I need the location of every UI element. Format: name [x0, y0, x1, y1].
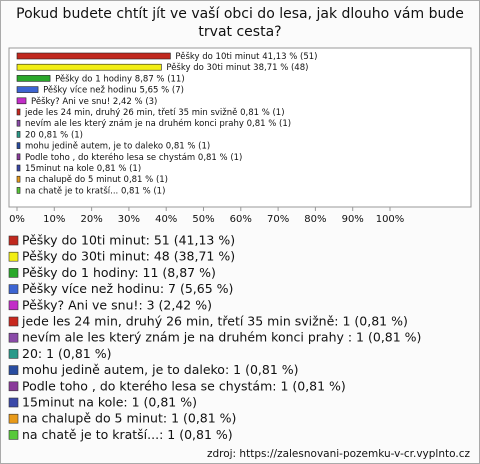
- bar: [16, 142, 21, 149]
- legend-swatch: [8, 381, 19, 392]
- legend-label: Pěšky do 30ti minut: 48 (38,71 %): [22, 249, 235, 264]
- bar-category: Pěšky více než hodinu: [43, 84, 137, 95]
- legend-swatch: [8, 316, 19, 327]
- source: zdroj: https://zalesnovani-pozemku-v-cr.…: [207, 448, 471, 460]
- bar: [16, 97, 27, 105]
- bar: [16, 187, 21, 194]
- x-tick-label: 0%: [9, 214, 25, 225]
- legend-swatch: [8, 349, 19, 359]
- legend-swatch: [8, 251, 19, 262]
- legend-label: Podle toho , do kterého lesa se chystám:…: [22, 378, 346, 393]
- legend-label: Pěšky více než hodinu: 7 (5,65 %): [22, 281, 233, 296]
- bar-label: Podle toho , do kterého lesa se chystám …: [25, 151, 242, 162]
- bar: [16, 63, 162, 71]
- bar-category: Pěšky do 1 hodiny: [55, 73, 132, 84]
- bar-category: Podle toho , do kterého lesa se chystám: [25, 151, 195, 162]
- value-label: 0,81 % (1): [247, 119, 291, 129]
- x-tick-label: 60%: [230, 214, 252, 225]
- bar-category: Pěšky do 10ti minut: [175, 51, 260, 62]
- bar: [16, 108, 21, 116]
- x-tick-label: 80%: [304, 214, 326, 225]
- legend-label: Pěšky? Ani ve snu!: 3 (2,42 %): [22, 297, 212, 312]
- x-tick-label: 20%: [80, 214, 102, 225]
- chart-title: Pokud budete chtít jít ve vaší obci do l…: [16, 6, 464, 40]
- x-tick-label: 100%: [376, 214, 405, 225]
- legend-swatch: [8, 413, 19, 424]
- legend-label: 20: 1 (0,81 %): [22, 346, 111, 361]
- bar-category: 20: [25, 130, 36, 140]
- bar-category: na chalupě do 5 minut: [25, 175, 121, 185]
- bar-category: jede les 24 min, druhý 26 min, třetí 35 …: [24, 108, 237, 118]
- legend-swatch: [8, 397, 19, 408]
- value-label: 0,81 % (1): [240, 108, 284, 118]
- bar-label: 20 0,81 % (1): [25, 130, 83, 140]
- bar-category: mohu jedině autem, je to daleko: [25, 141, 163, 151]
- bar: [16, 164, 21, 172]
- legend-swatch: [8, 332, 19, 343]
- x-tick-label: 90%: [342, 214, 364, 225]
- bar: [16, 175, 21, 183]
- legend-swatch: [8, 235, 19, 246]
- bar-label: Pěšky do 30ti minut 38,71 % (48): [166, 62, 308, 73]
- legend-swatch: [8, 365, 19, 375]
- bar-category: 15minut na kole: [25, 164, 94, 174]
- x-tick-label: 30%: [118, 214, 140, 225]
- legend-swatch: [8, 430, 19, 440]
- bar-category: nevím ale les který znám je na druhém ko…: [25, 118, 244, 129]
- bar-label: Pěšky? Ani ve snu! 2,42 % (3): [31, 95, 157, 106]
- legend-swatch: [8, 284, 19, 294]
- value-label: 0,81 % (1): [124, 175, 168, 185]
- value-label: 0,81 % (1): [97, 164, 141, 174]
- plot-frame: [8, 47, 472, 208]
- value-label: 5,65 % (7): [140, 85, 184, 95]
- legend-swatch: [8, 268, 19, 278]
- bar-label: nevím ale les který znám je na druhém ko…: [25, 118, 291, 129]
- legend-label: jede les 24 min, druhý 26 min, třetí 35 …: [21, 314, 408, 329]
- bar-label: mohu jedině autem, je to daleko 0,81 % (…: [25, 141, 210, 151]
- bar-label: Pěšky do 10ti minut 41,13 % (51): [175, 51, 317, 62]
- bar: [16, 153, 21, 161]
- value-label: 8,87 % (11): [135, 74, 185, 84]
- bar-label: na chalupě do 5 minut 0,81 % (1): [25, 175, 168, 185]
- x-tick-label: 40%: [155, 214, 177, 225]
- bar-label: na chatě je to kratší... 0,81 % (1): [25, 185, 165, 196]
- value-label: 0,81 % (1): [166, 141, 210, 151]
- bar: [16, 52, 171, 60]
- x-tick-label: 50%: [192, 214, 214, 225]
- bar-label: jede les 24 min, druhý 26 min, třetí 35 …: [24, 108, 285, 118]
- x-tick-label: 10%: [43, 214, 65, 225]
- value-label: 41,13 % (51): [262, 52, 317, 62]
- value-label: 0,81 % (1): [198, 152, 242, 162]
- legend-label: mohu jedině autem, je to daleko: 1 (0,81…: [22, 362, 299, 377]
- bar-label: 15minut na kole 0,81 % (1): [25, 164, 141, 174]
- bar-category: Pěšky? Ani ve snu!: [31, 95, 110, 106]
- bar-category: Pěšky do 30ti minut: [166, 62, 251, 73]
- legend-label: 15minut na kole: 1 (0,81 %): [22, 395, 197, 410]
- bar-category: na chatě je to kratší...: [25, 185, 118, 196]
- legend-label: Pěšky do 1 hodiny: 11 (8,87 %): [22, 265, 216, 280]
- bar: [16, 119, 21, 127]
- legend-label: Pěšky do 10ti minut: 51 (41,13 %): [22, 233, 235, 248]
- bar: [16, 75, 51, 82]
- legend-label: na chalupě do 5 minut: 1 (0,81 %): [22, 411, 236, 426]
- bar: [16, 131, 21, 138]
- value-label: 0,81 % (1): [121, 186, 165, 196]
- bar: [16, 86, 39, 93]
- value-label: 2,42 % (3): [113, 96, 157, 106]
- legend-swatch: [8, 300, 19, 311]
- x-tick-label: 70%: [267, 214, 289, 225]
- legend-label: nevím ale les který znám je na druhém ko…: [22, 330, 421, 345]
- value-label: 38,71 % (48): [253, 63, 308, 73]
- bar-label: Pěšky více než hodinu 5,65 % (7): [43, 84, 184, 95]
- bar-label: Pěšky do 1 hodiny 8,87 % (11): [55, 73, 185, 84]
- value-label: 0,81 % (1): [39, 130, 83, 140]
- legend-label: na chatě je to kratší...: 1 (0,81 %): [22, 427, 233, 442]
